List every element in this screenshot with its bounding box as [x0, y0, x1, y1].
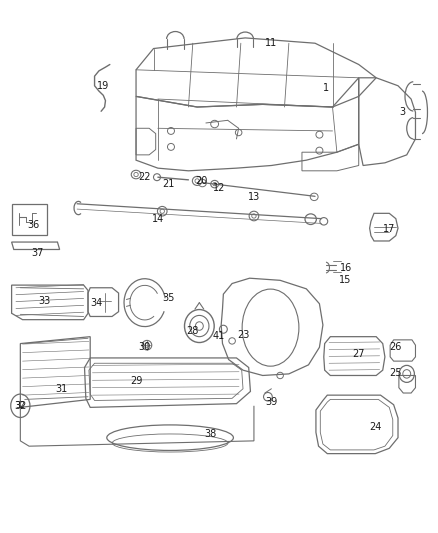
Text: 14: 14 — [152, 214, 164, 224]
Bar — [12, 204, 46, 235]
Text: 33: 33 — [38, 296, 50, 306]
Text: 31: 31 — [56, 384, 68, 394]
Text: 12: 12 — [213, 183, 225, 193]
Text: 21: 21 — [162, 179, 175, 189]
Text: 39: 39 — [265, 397, 278, 407]
Text: 15: 15 — [339, 275, 352, 285]
Text: 37: 37 — [32, 248, 44, 258]
Text: 38: 38 — [204, 429, 216, 439]
Text: 11: 11 — [265, 38, 278, 48]
Text: 41: 41 — [213, 330, 225, 341]
Text: 13: 13 — [248, 192, 260, 203]
Text: 25: 25 — [389, 368, 402, 378]
Text: 34: 34 — [91, 297, 103, 308]
Text: 36: 36 — [27, 220, 39, 230]
Text: 29: 29 — [130, 376, 142, 386]
Text: 23: 23 — [237, 329, 249, 340]
Text: 3: 3 — [399, 107, 406, 117]
Text: 27: 27 — [353, 349, 365, 359]
Text: 26: 26 — [390, 342, 402, 352]
Text: 30: 30 — [139, 342, 151, 352]
Text: 19: 19 — [97, 81, 110, 91]
Text: 16: 16 — [339, 263, 352, 272]
Text: 17: 17 — [383, 224, 396, 235]
Text: 28: 28 — [187, 326, 199, 336]
Text: 22: 22 — [138, 172, 151, 182]
Text: 20: 20 — [195, 176, 208, 187]
Text: 24: 24 — [369, 422, 381, 432]
Text: 32: 32 — [15, 401, 25, 410]
Text: 1: 1 — [323, 83, 329, 93]
Text: 35: 35 — [162, 293, 175, 303]
Text: 32: 32 — [14, 401, 27, 411]
